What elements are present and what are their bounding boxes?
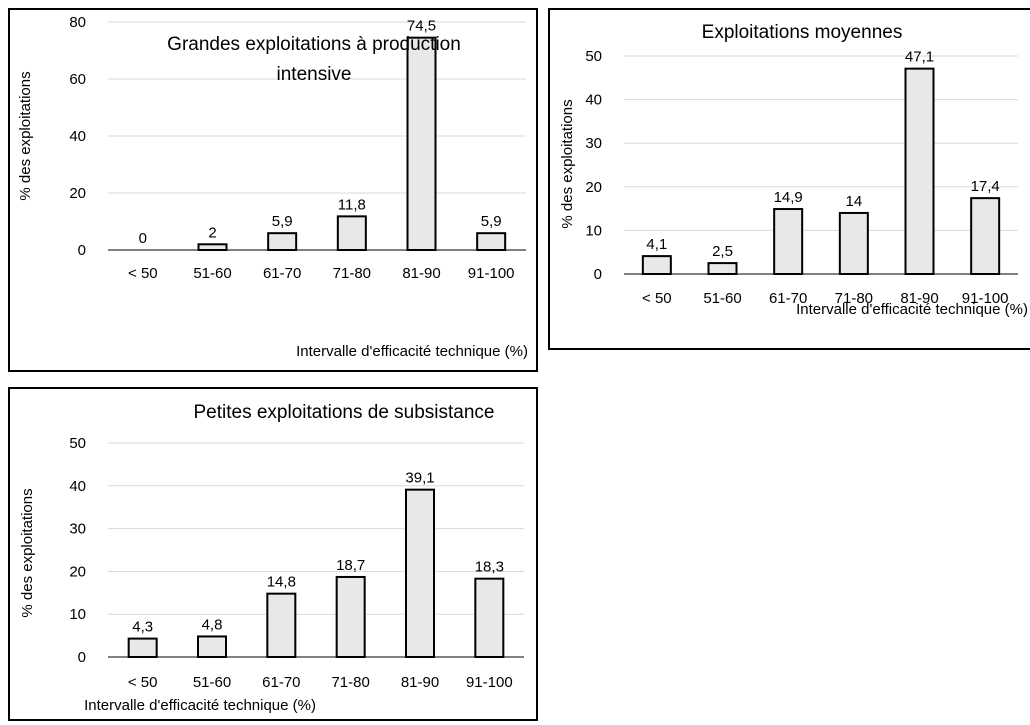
bar — [197, 635, 227, 658]
data-label: 17,4 — [971, 178, 1000, 195]
data-label: 18,3 — [475, 559, 504, 576]
bar — [267, 232, 298, 251]
y-tick-label: 10 — [585, 222, 602, 239]
x-axis-title: Intervalle d'efficacité technique (%) — [84, 697, 316, 714]
x-tick-label: 81-90 — [900, 290, 938, 307]
x-tick-label: 51-60 — [193, 674, 231, 691]
y-tick-label: 0 — [78, 649, 86, 666]
chart-title: Grandes exploitations à production — [167, 34, 461, 55]
bar — [476, 232, 507, 251]
y-tick-label: 20 — [69, 185, 86, 202]
chart-panel-moyennes: 0 10 20 30 40 50 4,1 < 50 2,5 51-60 14,9 61-70 14 71-… — [548, 8, 1030, 350]
bar — [197, 243, 228, 252]
chart-panel-petites: 0 10 20 30 40 50 4,3 < 50 4,8 51-60 14,8 61-70 18,7 7… — [8, 387, 538, 721]
x-tick-label: < 50 — [642, 290, 672, 307]
chart-svg: 0 10 20 30 40 50 4,1 < 50 2,5 51-60 14,9 61-70 14 71-… — [559, 22, 1028, 318]
y-tick-label: 50 — [69, 435, 86, 452]
data-label: 4,1 — [646, 236, 667, 253]
bar — [773, 208, 804, 275]
y-tick-label: 30 — [585, 135, 602, 152]
x-tick-label: 91-100 — [468, 265, 515, 282]
y-tick-label: 60 — [69, 71, 86, 88]
x-tick-label: 91-100 — [962, 290, 1009, 307]
y-tick-label: 40 — [585, 92, 602, 109]
data-label: 0 — [139, 230, 147, 247]
bar — [266, 592, 297, 659]
x-tick-label: 51-60 — [703, 290, 741, 307]
y-tick-label: 40 — [69, 478, 86, 495]
bar — [127, 637, 158, 658]
x-tick-label: 61-70 — [262, 674, 300, 691]
y-axis-title: % des exploitations — [19, 488, 36, 617]
bar — [838, 211, 869, 276]
x-tick-label: 71-80 — [333, 265, 371, 282]
x-axis-title: Intervalle d'efficacité technique (%) — [296, 343, 528, 360]
bar — [335, 575, 366, 659]
bar — [970, 197, 1001, 275]
data-label: 5,9 — [481, 213, 502, 230]
y-tick-label: 0 — [594, 266, 602, 283]
chart-title: Petites exploitations de subsistance — [193, 402, 494, 423]
y-tick-label: 30 — [69, 521, 86, 538]
x-tick-label: 71-80 — [331, 674, 369, 691]
chart-svg: 0 20 40 60 80 0 < 50 2 51-60 5,9 61-70 11,8 71-80 74,… — [17, 14, 528, 360]
y-tick-label: 20 — [69, 563, 86, 580]
chart-panel-grandes: 0 20 40 60 80 0 < 50 2 51-60 5,9 61-70 11,8 71-80 74,… — [8, 8, 538, 372]
y-tick-label: 50 — [585, 48, 602, 65]
y-tick-label: 0 — [78, 242, 86, 259]
chart-title: Exploitations moyennes — [702, 22, 903, 43]
bar — [405, 488, 435, 659]
x-tick-label: 51-60 — [193, 265, 231, 282]
data-label: 14,9 — [774, 189, 803, 206]
x-tick-label: 61-70 — [263, 265, 301, 282]
x-tick-label: 61-70 — [769, 290, 807, 307]
data-label: 2,5 — [712, 243, 733, 260]
x-tick-label: < 50 — [128, 265, 158, 282]
data-label: 47,1 — [905, 49, 934, 66]
bar — [336, 215, 367, 251]
bar — [904, 67, 935, 276]
chart-title: intensive — [277, 64, 352, 85]
data-label: 18,7 — [336, 557, 365, 574]
bar — [707, 262, 738, 276]
data-label: 14,8 — [267, 574, 296, 591]
y-tick-label: 20 — [585, 179, 602, 196]
y-tick-label: 10 — [69, 606, 86, 623]
bar — [641, 255, 672, 275]
data-label: 14 — [845, 193, 862, 210]
y-tick-label: 40 — [69, 128, 86, 145]
y-tick-label: 80 — [69, 14, 86, 31]
chart-svg: 0 10 20 30 40 50 4,3 < 50 4,8 51-60 14,8 61-70 18,7 7… — [19, 402, 524, 714]
y-axis-title: % des exploitations — [559, 99, 576, 228]
x-tick-label: < 50 — [128, 674, 158, 691]
data-label: 11,8 — [338, 196, 366, 213]
x-tick-label: 71-80 — [835, 290, 873, 307]
x-tick-label: 81-90 — [402, 265, 440, 282]
x-tick-label: 91-100 — [466, 674, 513, 691]
data-label: 74,5 — [407, 18, 436, 35]
bar — [474, 577, 505, 658]
data-label: 39,1 — [405, 470, 434, 487]
data-label: 2 — [208, 224, 216, 241]
bar — [406, 36, 437, 251]
data-label: 4,3 — [132, 619, 153, 636]
x-tick-label: 81-90 — [401, 674, 439, 691]
y-axis-title: % des exploitations — [17, 71, 34, 200]
data-label: 4,8 — [202, 616, 223, 633]
x-axis-title: Intervalle d'efficacité technique (%) — [796, 301, 1028, 318]
data-label: 5,9 — [272, 213, 293, 230]
